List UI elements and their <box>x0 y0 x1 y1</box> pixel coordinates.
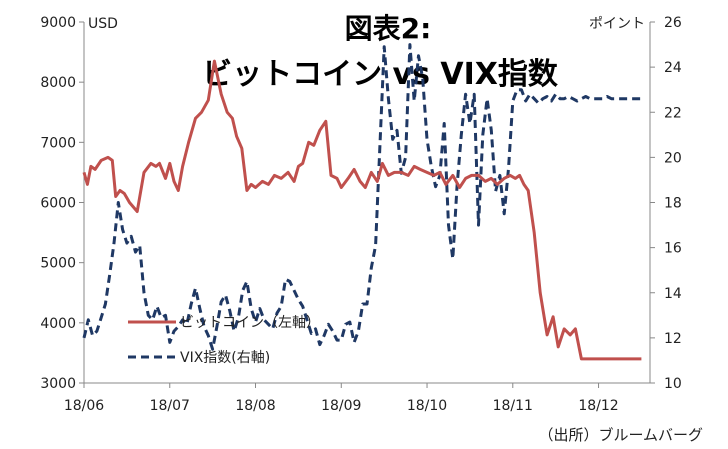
x-tick-label: 18/10 <box>407 398 447 414</box>
left-tick-label: 4000 <box>40 316 76 332</box>
x-tick-label: 18/08 <box>235 398 275 414</box>
right-tick-label: 12 <box>664 331 682 347</box>
left-tick-label: 6000 <box>40 196 76 212</box>
x-tick-label: 18/06 <box>64 398 104 414</box>
right-axis-ticks: 10 12 14 16 18 20 22 24 26 <box>650 15 682 392</box>
right-tick-label: 18 <box>664 196 682 212</box>
left-tick-label: 8000 <box>40 75 76 91</box>
left-tick-label: 9000 <box>40 15 76 31</box>
series-layer <box>82 43 642 361</box>
right-tick-label: 16 <box>664 241 682 257</box>
right-tick-label: 24 <box>664 60 682 76</box>
left-axis-ticks: 3000 4000 5000 6000 7000 8000 9000 <box>40 15 84 392</box>
right-tick-label: 26 <box>664 15 682 31</box>
left-axis-unit: USD <box>88 16 118 32</box>
vix-series-line <box>82 43 642 351</box>
left-tick-label: 5000 <box>40 256 76 272</box>
right-tick-label: 10 <box>664 376 682 392</box>
right-tick-label: 14 <box>664 286 682 302</box>
chart-title-line1: 図表2: <box>345 12 432 45</box>
x-tick-label: 18/09 <box>321 398 361 414</box>
source-note: （出所）ブルームバーグ <box>538 426 703 444</box>
x-tick-label: 18/12 <box>578 398 618 414</box>
x-tick-label: 18/07 <box>150 398 190 414</box>
x-axis-ticks: 18/06 18/07 18/08 18/09 18/10 18/11 18/12 <box>64 383 619 414</box>
chart-title-line2: ビットコイン vs VIX指数 <box>202 57 559 92</box>
bitcoin-series-line <box>82 59 642 361</box>
legend-bitcoin-label: ビットコイン（左軸） <box>180 315 320 331</box>
left-tick-label: 3000 <box>40 376 76 392</box>
right-tick-label: 20 <box>664 150 682 166</box>
right-tick-label: 22 <box>664 105 682 121</box>
right-axis-unit: ポイント <box>589 16 645 32</box>
legend-vix-label: VIX指数(右軸) <box>180 350 270 366</box>
left-tick-label: 7000 <box>40 135 76 151</box>
x-tick-label: 18/11 <box>493 398 533 414</box>
